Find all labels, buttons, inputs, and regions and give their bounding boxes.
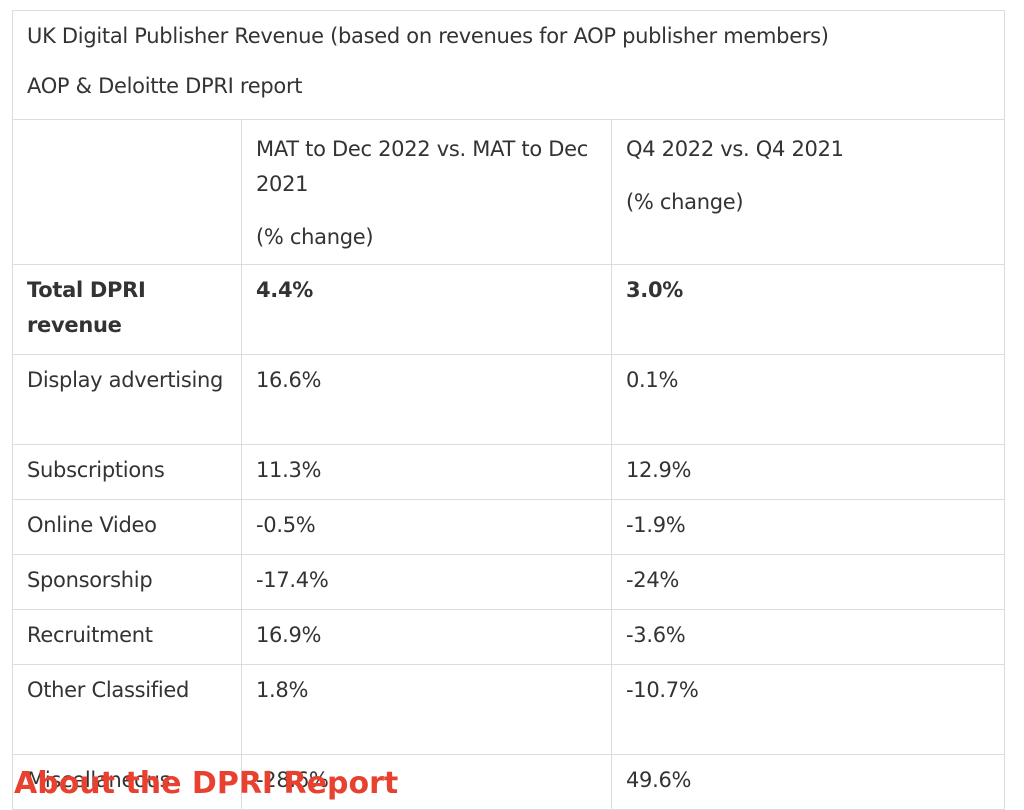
row-label: Online Video (12, 499, 242, 555)
data-row: Subscriptions 11.3% 12.9% (12, 444, 1006, 500)
value-cell: -1.9% (610, 499, 1006, 555)
column-heading: Q4 2022 vs. Q4 2021 (626, 137, 844, 161)
value-cell: 3.0% (610, 264, 1006, 355)
value-cell: 49.6% (610, 754, 1006, 810)
column-header: MAT to Dec 2022 vs. MAT to Dec 2021 (% ch… (241, 119, 612, 265)
value-cell: 16.9% (241, 609, 612, 665)
row-label: Sponsorship (12, 554, 242, 610)
row-label: Total DPRI revenue (12, 264, 242, 355)
value-cell: 11.3% (241, 444, 612, 500)
row-label: Display advertising (12, 354, 242, 445)
value-cell: -0.5% (241, 499, 612, 555)
table-title: UK Digital Publisher Revenue (based on r… (27, 24, 829, 48)
page: UK Digital Publisher Revenue (based on r… (11, 10, 1006, 810)
revenue-table: UK Digital Publisher Revenue (based on r… (11, 10, 1006, 810)
header-row: MAT to Dec 2022 vs. MAT to Dec 2021 (% ch… (12, 119, 1006, 265)
section-heading: About the DPRI Report (14, 766, 399, 801)
row-label: Recruitment (12, 609, 242, 665)
table-source: AOP & Deloitte DPRI report (27, 74, 303, 98)
value-cell: -24% (610, 554, 1006, 610)
value-cell: 1.8% (241, 664, 612, 755)
data-row: Recruitment 16.9% -3.6% (12, 609, 1006, 665)
value-cell: -3.6% (610, 609, 1006, 665)
title-cell: UK Digital Publisher Revenue (based on r… (11, 10, 1006, 120)
column-unit: (% change) (256, 225, 374, 249)
value-cell: 0.1% (610, 354, 1006, 445)
data-row: Display advertising 16.6% 0.1% (12, 354, 1006, 445)
data-row: Sponsorship -17.4% -24% (12, 554, 1006, 610)
value-cell: -10.7% (610, 664, 1006, 755)
column-unit: (% change) (626, 190, 744, 214)
title-row: UK Digital Publisher Revenue (based on r… (11, 10, 1006, 120)
corner-cell (12, 119, 242, 265)
value-cell: 16.6% (241, 354, 612, 445)
row-label: Subscriptions (12, 444, 242, 500)
column-heading: MAT to Dec 2022 vs. MAT to Dec 2021 (256, 137, 589, 196)
value-cell: 4.4% (241, 264, 612, 355)
data-row: Other Classified 1.8% -10.7% (12, 664, 1006, 755)
value-cell: -17.4% (241, 554, 612, 610)
data-row: Total DPRI revenue 4.4% 3.0% (12, 264, 1006, 355)
value-cell: 12.9% (610, 444, 1006, 500)
column-header: Q4 2022 vs. Q4 2021 (% change) (610, 119, 1006, 265)
data-row: Online Video -0.5% -1.9% (12, 499, 1006, 555)
table-body: UK Digital Publisher Revenue (based on r… (11, 10, 1006, 810)
row-label: Other Classified (12, 664, 242, 755)
